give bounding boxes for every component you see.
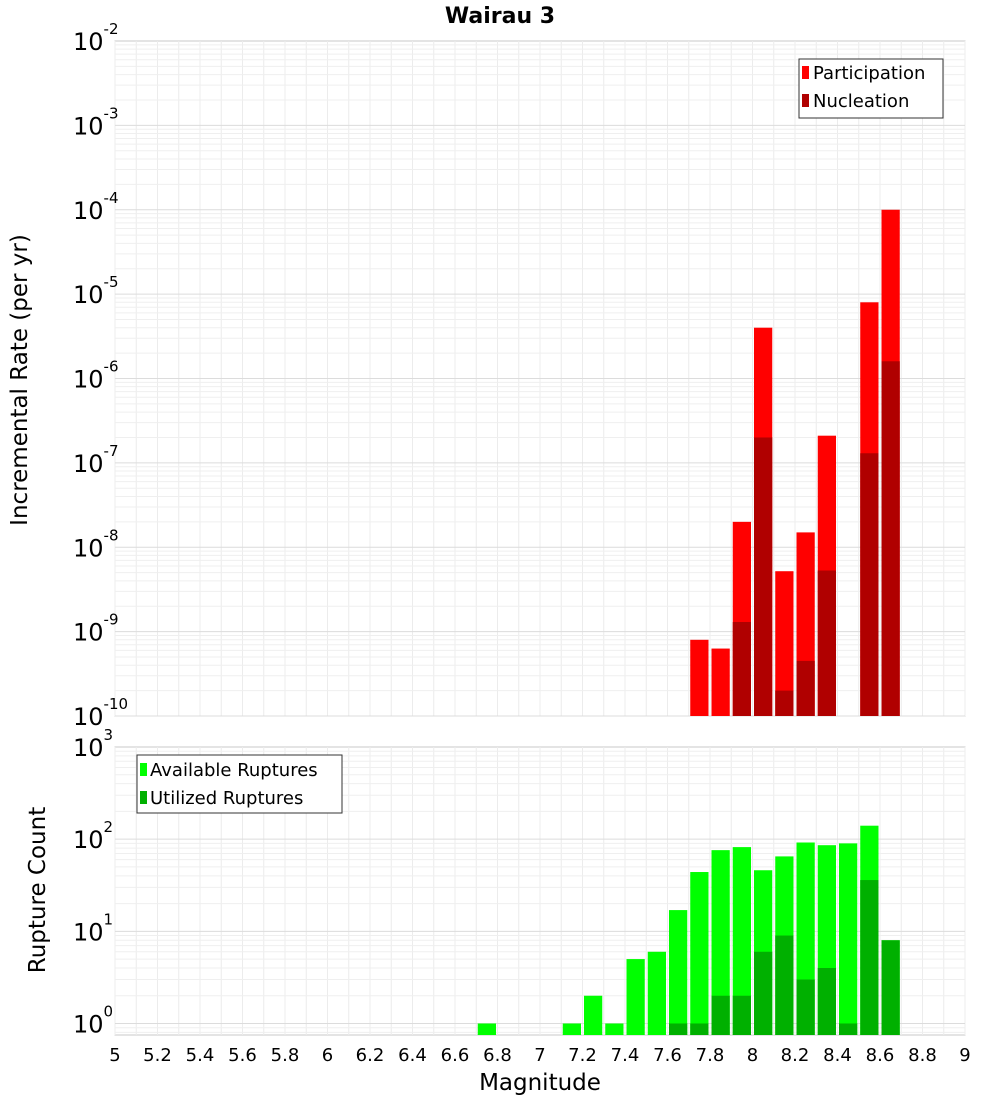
top-bar-nucleation bbox=[775, 690, 794, 716]
x-tick-label: 6.8 bbox=[483, 1045, 512, 1066]
x-tick-label: 6 bbox=[322, 1045, 333, 1066]
x-tick-label: 6.2 bbox=[356, 1045, 385, 1066]
x-tick-label: 8.8 bbox=[908, 1045, 937, 1066]
bottom-y-axis-label: Rupture Count bbox=[25, 807, 51, 973]
top-y-tick-label: 10-10 bbox=[73, 695, 128, 731]
bottom-bar-available-ruptures bbox=[477, 1023, 496, 1035]
x-tick-label: 5.2 bbox=[143, 1045, 172, 1066]
bottom-bar-utilized-ruptures bbox=[881, 940, 900, 1035]
top-y-tick-label: 10-5 bbox=[73, 273, 119, 309]
top-bar-nucleation bbox=[860, 453, 879, 716]
top-bar-nucleation bbox=[732, 622, 751, 716]
top-y-axis-label: Incremental Rate (per yr) bbox=[7, 234, 33, 526]
top-y-tick-label: 10-3 bbox=[73, 104, 119, 140]
bottom-bar-available-ruptures bbox=[839, 843, 858, 1035]
bottom-bar-available-ruptures bbox=[562, 1023, 581, 1035]
x-tick-label: 8.2 bbox=[781, 1045, 810, 1066]
legend-swatch-utilized bbox=[140, 791, 147, 804]
bottom-y-tick-label: 103 bbox=[73, 726, 113, 762]
bottom-bar-available-ruptures bbox=[711, 850, 730, 1035]
top-y-tick-labels: 10-10 10-9 10-8 10-7 10-6 10-5 10-4 10-3 10-2 bbox=[73, 20, 128, 731]
top-y-tick-label: 10-9 bbox=[73, 611, 119, 647]
x-tick-label: 7.4 bbox=[611, 1045, 640, 1066]
bottom-bar-available-ruptures bbox=[584, 995, 603, 1035]
bottom-y-tick-label: 101 bbox=[73, 910, 113, 946]
bottom-bar-available-ruptures bbox=[647, 951, 666, 1035]
participation-rate-panel: 10-10 10-9 10-8 10-7 10-6 10-5 10-4 10-3 10-2 In… bbox=[7, 20, 966, 731]
x-tick-label: 8 bbox=[747, 1045, 758, 1066]
x-tick-label: 5.8 bbox=[271, 1045, 300, 1066]
top-bars bbox=[690, 209, 900, 716]
rupture-count-panel: 100 101 102 103 5 5.2 5.4 5.6 5.8 6 6.2 6.4 6.6 6.8 7… bbox=[25, 726, 971, 1096]
bottom-bar-utilized-ruptures bbox=[839, 1023, 858, 1035]
x-tick-label: 5.4 bbox=[186, 1045, 215, 1066]
top-y-tick-label: 10-6 bbox=[73, 358, 119, 394]
x-tick-label: 7.2 bbox=[568, 1045, 597, 1066]
legend-swatch-participation bbox=[802, 66, 809, 79]
x-tick-label: 8.4 bbox=[823, 1045, 852, 1066]
x-tick-label: 8.6 bbox=[866, 1045, 895, 1066]
top-bar-nucleation bbox=[881, 361, 900, 716]
top-bar-nucleation bbox=[754, 437, 773, 716]
top-bar-nucleation bbox=[796, 660, 815, 716]
top-bar-participation bbox=[775, 571, 794, 716]
top-bar-participation bbox=[690, 639, 709, 716]
bottom-bar-utilized-ruptures bbox=[796, 979, 815, 1035]
chart-title: Wairau 3 bbox=[445, 4, 555, 29]
top-bar-nucleation bbox=[817, 570, 836, 716]
bottom-bar-utilized-ruptures bbox=[669, 1023, 688, 1035]
x-tick-label: 7.8 bbox=[696, 1045, 725, 1066]
bottom-bar-utilized-ruptures bbox=[817, 967, 836, 1035]
bottom-legend-box bbox=[136, 754, 343, 814]
x-tick-label: 6.6 bbox=[441, 1045, 470, 1066]
top-gridlines bbox=[114, 41, 966, 717]
x-tick-label: 7 bbox=[534, 1045, 545, 1066]
bottom-bar-available-ruptures bbox=[626, 959, 645, 1035]
top-legend-box bbox=[798, 58, 944, 119]
bottom-bar-utilized-ruptures bbox=[711, 995, 730, 1035]
bottom-bar-utilized-ruptures bbox=[754, 951, 773, 1035]
x-tick-label: 7.6 bbox=[653, 1045, 682, 1066]
top-y-tick-label: 10-8 bbox=[73, 526, 119, 562]
x-axis-label: Magnitude bbox=[479, 1070, 601, 1096]
bottom-bars bbox=[477, 825, 900, 1035]
legend-label-available: Available Ruptures bbox=[150, 760, 318, 781]
legend-label-nucleation: Nucleation bbox=[813, 91, 909, 112]
top-legend: Participation Nucleation bbox=[798, 58, 944, 119]
top-y-tick-label: 10-7 bbox=[73, 442, 119, 478]
bottom-bar-available-ruptures bbox=[669, 910, 688, 1035]
bottom-y-tick-label: 100 bbox=[73, 1002, 113, 1038]
bottom-y-tick-label: 102 bbox=[73, 818, 113, 854]
x-tick-label: 6.4 bbox=[398, 1045, 427, 1066]
legend-swatch-nucleation bbox=[802, 94, 809, 107]
bottom-bar-utilized-ruptures bbox=[690, 1023, 709, 1035]
bottom-bar-utilized-ruptures bbox=[732, 995, 751, 1035]
legend-swatch-available bbox=[140, 763, 147, 776]
bottom-bar-utilized-ruptures bbox=[775, 935, 794, 1035]
top-bar-participation bbox=[711, 648, 730, 716]
x-tick-labels: 5 5.2 5.4 5.6 5.8 6 6.2 6.4 6.6 6.8 7 7.2 7.4 7.6 7.8 8… bbox=[109, 1045, 970, 1066]
x-tick-label: 5 bbox=[109, 1045, 120, 1066]
bottom-bar-utilized-ruptures bbox=[860, 880, 879, 1035]
x-tick-label: 5.6 bbox=[228, 1045, 257, 1066]
legend-label-participation: Participation bbox=[813, 63, 925, 84]
bottom-legend: Available Ruptures Utilized Ruptures bbox=[136, 754, 343, 814]
top-y-tick-label: 10-4 bbox=[73, 189, 119, 225]
bottom-bar-available-ruptures bbox=[690, 872, 709, 1035]
bottom-y-tick-labels: 100 101 102 103 bbox=[73, 726, 113, 1038]
x-tick-label: 9 bbox=[959, 1045, 970, 1066]
bottom-bar-available-ruptures bbox=[605, 1023, 624, 1035]
top-y-tick-label: 10-2 bbox=[73, 20, 119, 56]
legend-label-utilized: Utilized Ruptures bbox=[150, 788, 303, 809]
bottom-bar-available-ruptures bbox=[732, 847, 751, 1035]
bottom-gridlines bbox=[114, 747, 966, 1035]
